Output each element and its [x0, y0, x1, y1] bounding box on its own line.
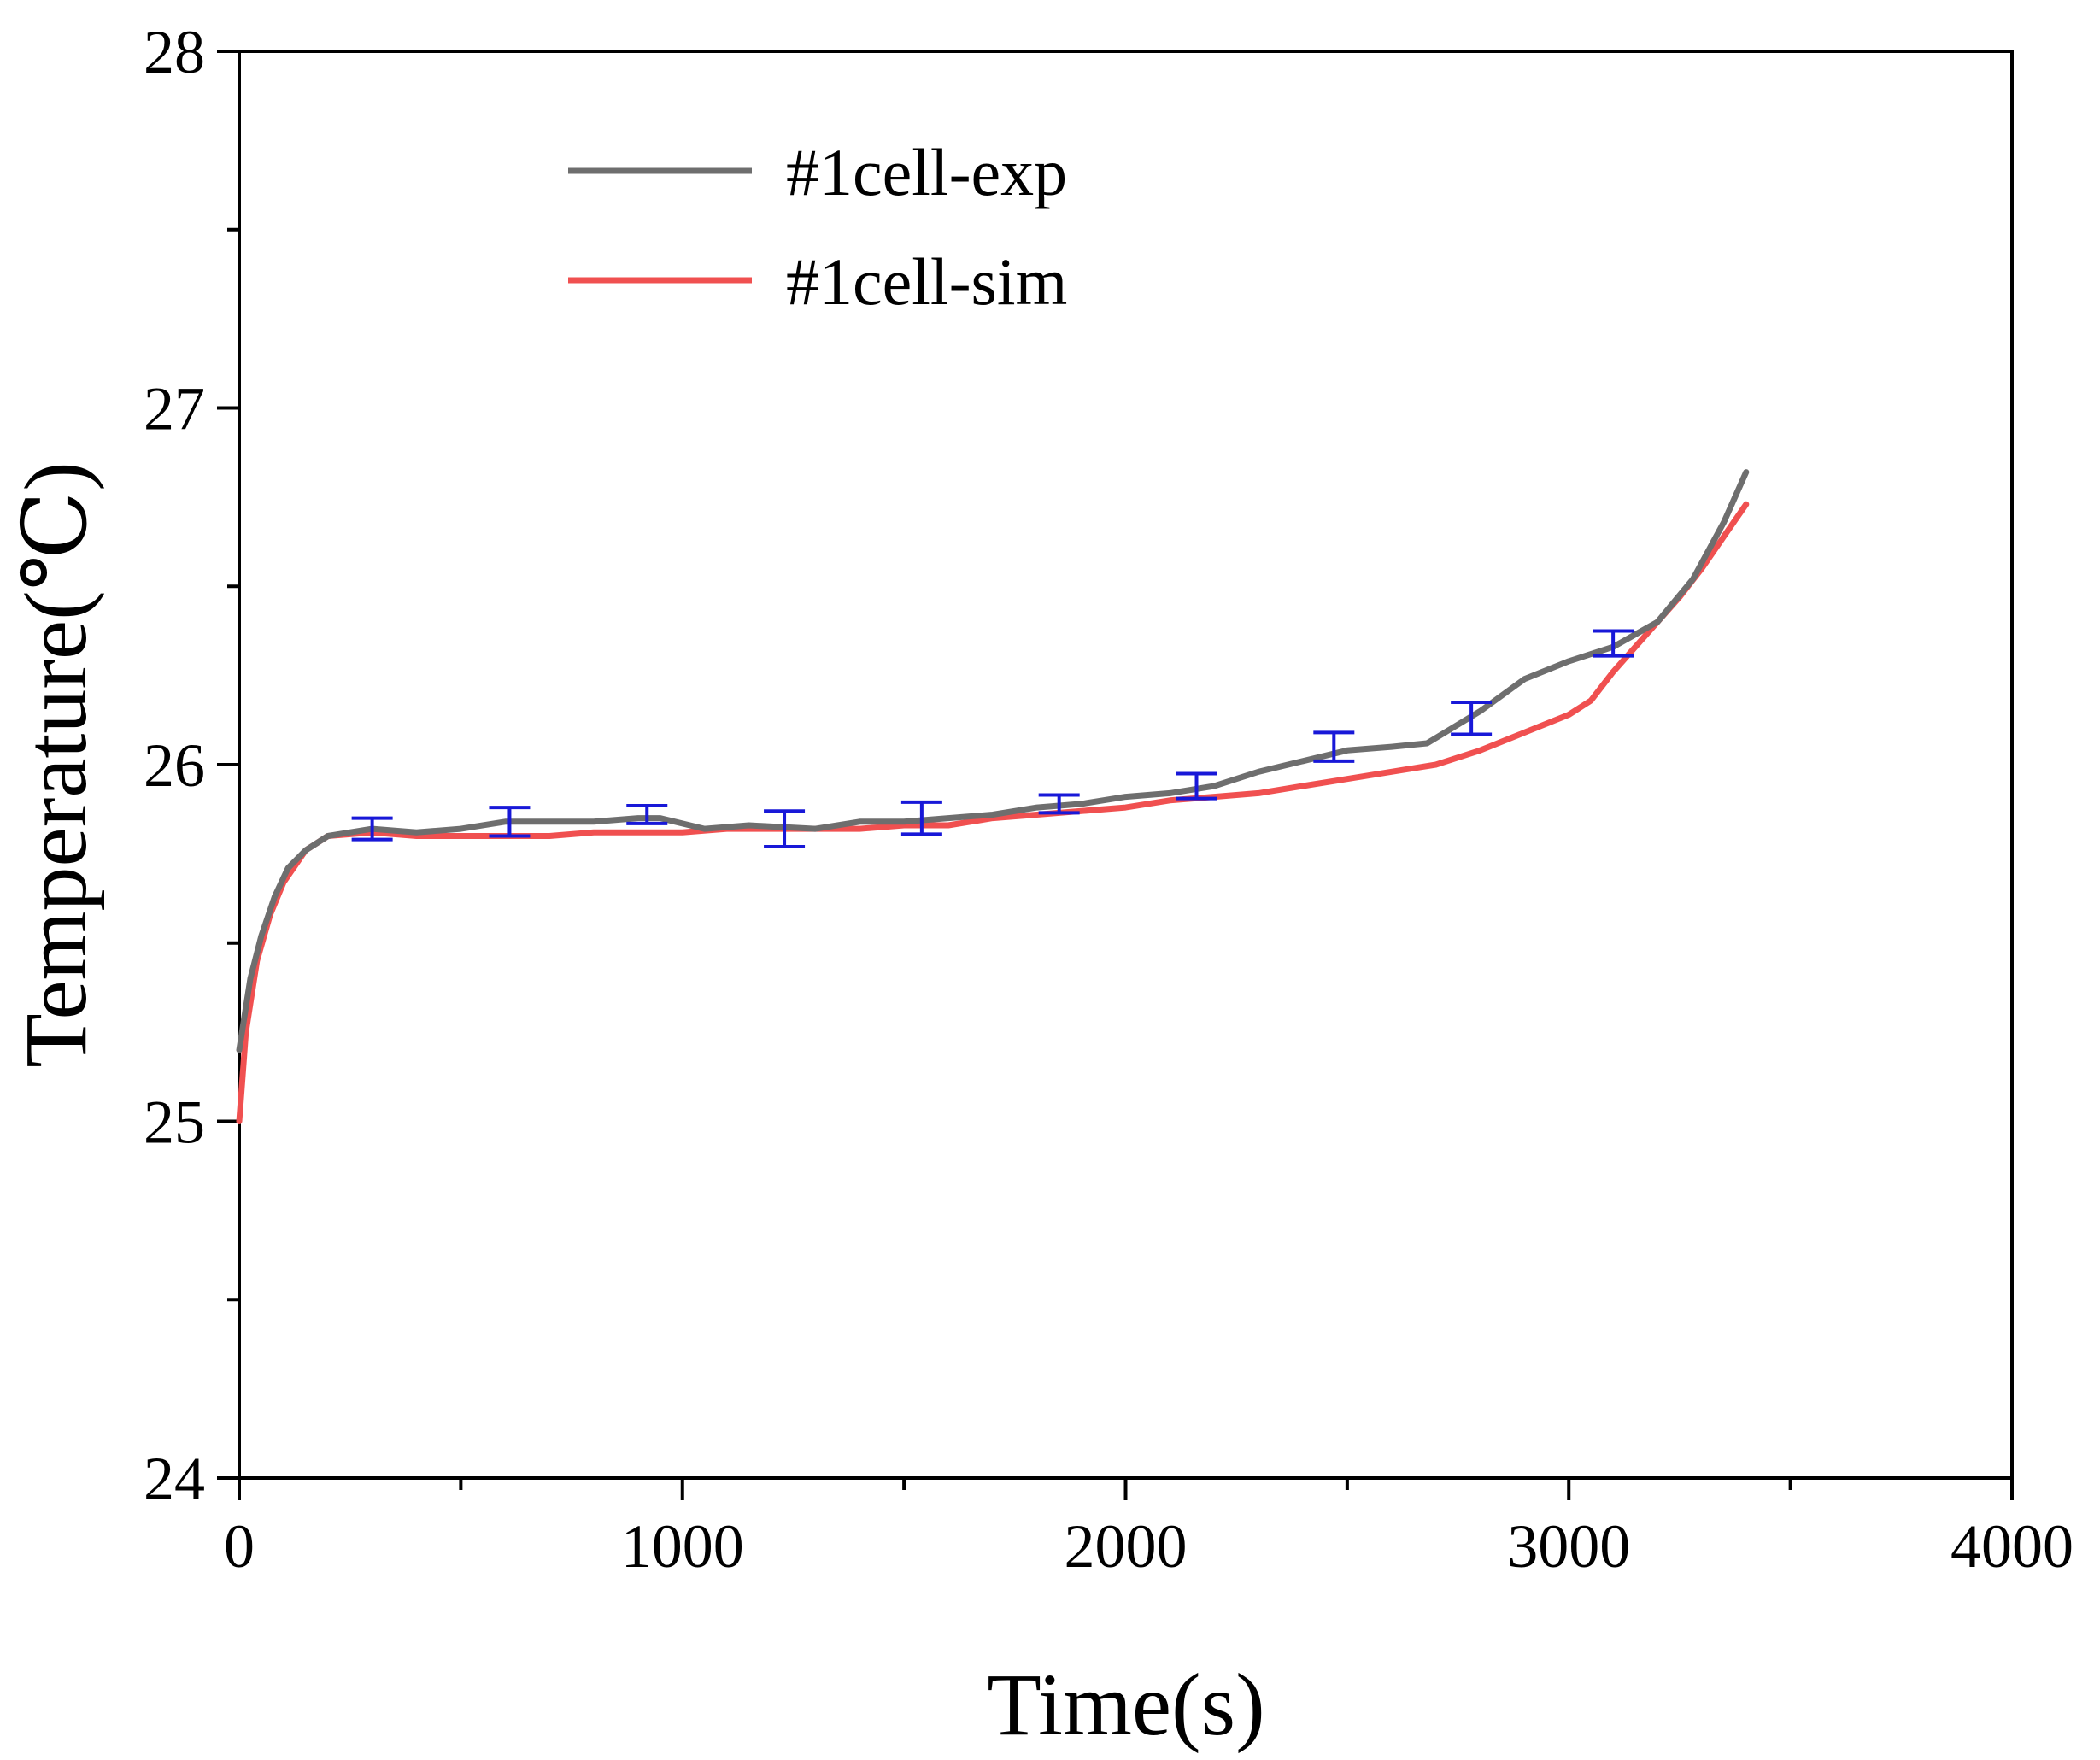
- error-bar: [626, 804, 668, 825]
- axis-ticks: [217, 50, 2014, 1500]
- error-bar: [1313, 730, 1355, 763]
- error-bar: [900, 800, 942, 836]
- error-bar: [1176, 771, 1217, 801]
- y-tick-label: 25: [144, 1088, 205, 1157]
- y-axis-title: Temperature(℃): [7, 461, 105, 1068]
- axis-tick-labels: 0 1000 2000 3000 4000 24 25 26 27 28: [144, 18, 2074, 1581]
- x-axis-title: Time(s): [987, 1656, 1265, 1754]
- error-bar: [1038, 793, 1080, 815]
- legend-label-sim: #1cell-sim: [786, 244, 1067, 319]
- error-bar: [1593, 629, 1634, 658]
- y-tick-label: 27: [144, 375, 205, 443]
- error-bar: [351, 816, 393, 842]
- error-bar: [489, 806, 531, 838]
- x-tick-label: 0: [224, 1512, 255, 1581]
- plot-frame: [238, 50, 2014, 1480]
- error-bars: [351, 629, 1634, 849]
- x-tick-label: 1000: [621, 1512, 744, 1581]
- legend-label-exp: #1cell-exp: [786, 135, 1067, 209]
- y-tick-label: 24: [144, 1445, 205, 1513]
- y-tick-label: 28: [144, 18, 205, 86]
- y-tick-label: 26: [144, 731, 205, 800]
- series-line-exp: [236, 469, 1750, 1053]
- x-tick-label: 2000: [1065, 1512, 1188, 1581]
- x-tick-label: 4000: [1950, 1512, 2074, 1581]
- legend: #1cell-exp #1cell-sim: [568, 135, 1067, 319]
- error-bar: [1451, 700, 1493, 736]
- error-bar: [764, 809, 806, 849]
- series-lines: [236, 469, 1750, 1124]
- x-tick-label: 3000: [1507, 1512, 1630, 1581]
